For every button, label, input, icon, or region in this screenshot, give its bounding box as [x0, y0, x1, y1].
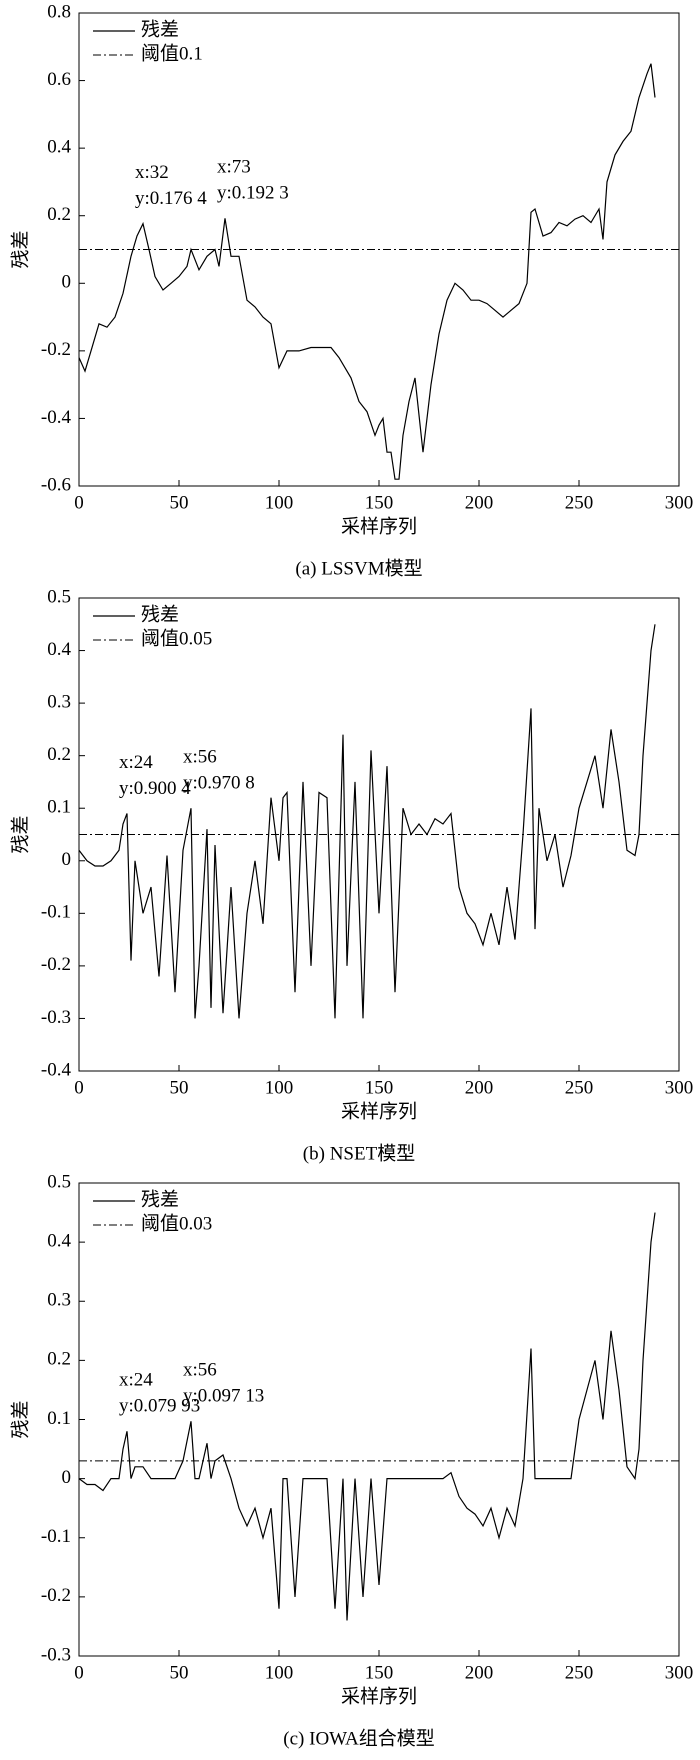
y-tick-label: 0.3: [47, 1290, 71, 1311]
x-tick-label: 50: [170, 1662, 189, 1683]
legend-label: 阈值0.1: [141, 42, 203, 64]
y-tick-label: -0.2: [41, 954, 71, 975]
y-tick-label: 0: [62, 272, 72, 293]
y-axis-label: 残差: [9, 230, 31, 268]
y-tick-label: -0.4: [41, 407, 72, 428]
annotation: x:73: [217, 157, 251, 178]
x-axis-label: 采样序列: [341, 515, 417, 537]
y-tick-label: 0.2: [47, 204, 71, 225]
chart-caption: (b) NSET模型: [303, 1142, 415, 1164]
y-tick-label: -0.4: [41, 1059, 72, 1080]
x-tick-label: 100: [265, 492, 294, 513]
x-tick-label: 300: [665, 1662, 694, 1683]
annotation: y:0.079 93: [119, 1396, 200, 1417]
y-tick-label: 0.4: [47, 639, 71, 660]
x-tick-label: 250: [565, 1077, 594, 1098]
y-tick-label: 0.4: [47, 137, 71, 158]
annotation: x:56: [183, 747, 217, 768]
y-tick-label: 0.1: [47, 797, 71, 818]
annotation: x:32: [135, 162, 169, 183]
y-tick-label: 0: [62, 1467, 72, 1488]
plot-frame: [78, 1182, 680, 1657]
y-tick-label: -0.3: [41, 1007, 71, 1028]
x-tick-label: 250: [565, 1662, 594, 1683]
chart-caption: (a) LSSVM模型: [295, 557, 422, 579]
y-axis-label: 残差: [9, 815, 31, 853]
y-tick-label: -0.2: [41, 1585, 71, 1606]
annotation: y:0.192 3: [217, 183, 289, 204]
residual-line: [78, 63, 656, 480]
y-tick-label: 0.2: [47, 744, 71, 765]
y-tick-label: -0.2: [41, 339, 71, 360]
y-tick-label: 0.6: [47, 69, 71, 90]
legend-label: 残差: [141, 18, 179, 40]
annotation: y:0.176 4: [135, 188, 207, 209]
x-tick-label: 0: [74, 1662, 84, 1683]
x-tick-label: 150: [365, 1662, 394, 1683]
legend-label: 残差: [141, 1188, 179, 1210]
x-axis-label: 采样序列: [341, 1685, 417, 1707]
annotation: y:0.900 4: [119, 778, 191, 799]
y-tick-label: 0.3: [47, 691, 71, 712]
residual-line: [78, 1212, 656, 1621]
x-tick-label: 250: [565, 492, 594, 513]
annotation: y:0.970 8: [183, 773, 255, 794]
x-axis-label: 采样序列: [341, 1100, 417, 1122]
x-tick-label: 0: [74, 492, 84, 513]
annotation: x:24: [119, 1370, 153, 1391]
y-axis-label: 残差: [9, 1400, 31, 1438]
chart-caption: (c) IOWA组合模型: [283, 1727, 434, 1749]
x-tick-label: 200: [465, 1662, 494, 1683]
x-tick-label: 50: [170, 1077, 189, 1098]
y-tick-label: -0.1: [41, 1526, 71, 1547]
x-tick-label: 50: [170, 492, 189, 513]
y-tick-label: -0.6: [41, 474, 71, 495]
annotation: x:56: [183, 1360, 217, 1381]
x-tick-label: 300: [665, 1077, 694, 1098]
x-tick-label: 150: [365, 492, 394, 513]
annotation: x:24: [119, 752, 153, 773]
x-tick-label: 200: [465, 1077, 494, 1098]
x-tick-label: 300: [665, 492, 694, 513]
legend-label: 残差: [141, 603, 179, 625]
y-tick-label: 0.2: [47, 1349, 71, 1370]
y-tick-label: 0.5: [47, 586, 71, 607]
legend-label: 阈值0.03: [141, 1212, 212, 1234]
legend-label: 阈值0.05: [141, 627, 212, 649]
annotation: y:0.097 13: [183, 1386, 264, 1407]
x-tick-label: 100: [265, 1662, 294, 1683]
y-tick-label: 0.4: [47, 1230, 71, 1251]
residual-line: [78, 624, 656, 1019]
y-tick-label: -0.1: [41, 902, 71, 923]
x-tick-label: 0: [74, 1077, 84, 1098]
y-tick-label: 0.1: [47, 1408, 71, 1429]
y-tick-label: 0.5: [47, 1171, 71, 1192]
y-tick-label: 0.8: [47, 1, 71, 22]
y-tick-label: 0: [62, 849, 72, 870]
x-tick-label: 150: [365, 1077, 394, 1098]
x-tick-label: 200: [465, 492, 494, 513]
x-tick-label: 100: [265, 1077, 294, 1098]
y-tick-label: -0.3: [41, 1644, 71, 1665]
